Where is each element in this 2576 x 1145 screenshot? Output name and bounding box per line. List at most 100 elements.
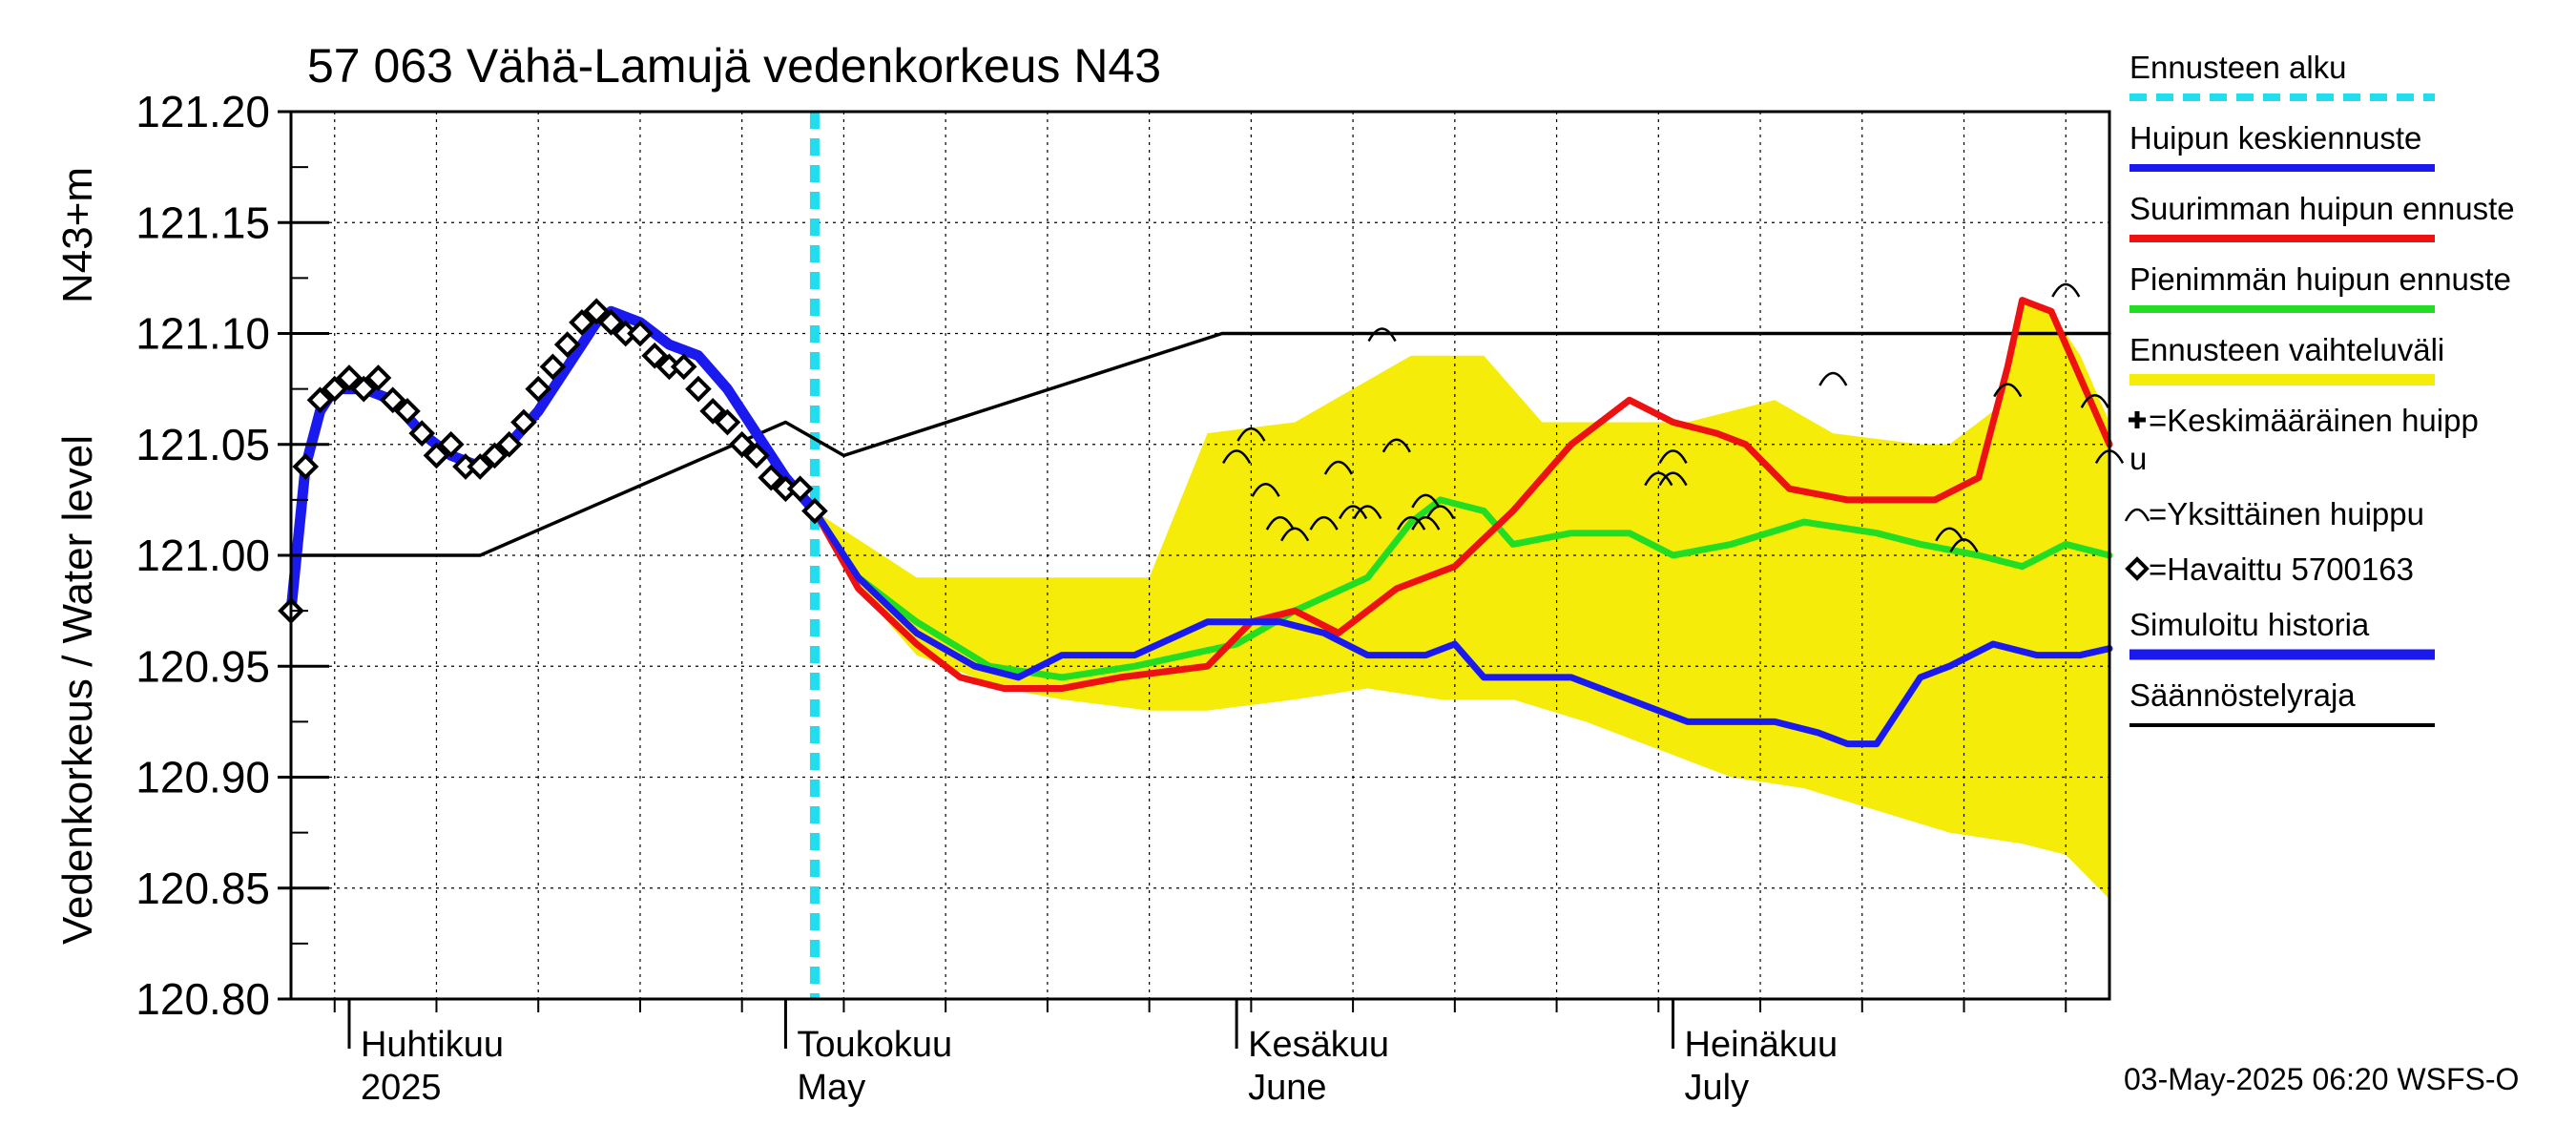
single-peak-marker [1396, 515, 1426, 531]
legend-item: Säännöstelyraja [2129, 677, 2435, 727]
forecast-band-area [814, 300, 2109, 900]
legend-plus-symbol [2129, 411, 2146, 428]
observed-point [553, 331, 581, 358]
legend-item: Pienimmän huipun ennuste [2129, 261, 2511, 313]
observed-point [321, 375, 348, 403]
x-month-sublabel: May [797, 1068, 865, 1108]
x-month-label: Kesäkuu [1248, 1025, 1389, 1065]
y-axis-unit-label: N43+m [54, 167, 101, 303]
observed-point [292, 453, 320, 480]
single-peak-marker [2051, 282, 2081, 298]
observed-point [569, 309, 595, 336]
observed-point [583, 298, 611, 325]
y-tick-label: 121.10 [135, 309, 270, 359]
single-peak-marker [1338, 505, 1368, 520]
single-peak-marker [1411, 515, 1441, 531]
legend-item: =Yksittäinen huippu [2124, 496, 2424, 531]
observed-point [699, 398, 727, 425]
legend-label-continued: u [2129, 441, 2147, 476]
observed-point [495, 430, 523, 458]
observed-point [670, 353, 697, 381]
y-tick-label: 121.00 [135, 531, 270, 580]
observed-point [801, 497, 828, 525]
single-peak-marker [1236, 427, 1266, 442]
observed-point [467, 453, 494, 480]
observed-point [627, 320, 654, 347]
chart-title: 57 063 Vähä-Lamujä vedenkorkeus N43 [307, 39, 1161, 93]
observed-point [350, 375, 378, 403]
observed-point [394, 398, 421, 425]
observed-point [728, 430, 756, 458]
observed-point [743, 442, 770, 469]
legend-item: Simuloitu historia [2129, 607, 2435, 660]
legend-item: Ennusteen vaihteluväli [2129, 332, 2444, 385]
observed-point [714, 408, 741, 436]
single-peak-marker [1309, 515, 1339, 531]
y-tick-label: 120.85 [135, 864, 270, 913]
legend-item: Suurimman huipun ennuste [2129, 191, 2515, 242]
observed-point [597, 309, 625, 336]
single-peak-marker [1935, 527, 1964, 542]
single-peak-marker [1818, 371, 1848, 386]
legend-label: Suurimman huipun ennuste [2129, 191, 2515, 226]
series-max-peak [811, 297, 2113, 692]
legend-label: =Yksittäinen huippu [2149, 496, 2424, 531]
y-tick-label: 121.05 [135, 420, 270, 469]
x-month-sublabel: 2025 [361, 1068, 442, 1108]
observed-point [641, 342, 669, 369]
single-peak-marker [2080, 394, 2109, 408]
legend-arc-symbol [2124, 508, 2150, 522]
y-axis-label: Vedenkorkeus / Water level [54, 435, 101, 945]
single-peak-marker [1658, 449, 1688, 464]
legend-label: Säännöstelyraja [2129, 677, 2356, 713]
observed-point [685, 375, 712, 403]
y-tick-label: 120.90 [135, 753, 270, 802]
forecast-range-band [814, 300, 2109, 900]
grid [291, 111, 2109, 1000]
legend-item: =Havaittu 5700163 [2125, 552, 2414, 587]
single-peak-marker [1381, 438, 1411, 453]
single-peak-marker [1425, 505, 1455, 520]
single-peak-marker [1251, 483, 1280, 497]
single-peak-marker [1658, 471, 1688, 487]
legend-label: Ennusteen alku [2129, 50, 2347, 85]
observed-point [364, 364, 392, 391]
legend-diamond-symbol [2125, 556, 2150, 581]
y-tick-label: 120.80 [135, 974, 270, 1024]
observed-point [379, 386, 406, 414]
legend: Ennusteen alku Huipun keskiennuste Suurimm… [2124, 50, 2515, 727]
observed-point [437, 430, 465, 458]
y-tick-label: 120.95 [135, 641, 270, 691]
single-peak-marker [1949, 538, 1979, 552]
x-month-label: Heinäkuu [1685, 1025, 1839, 1065]
single-peak-marker [1411, 493, 1441, 509]
legend-label: =Keskimääräinen huipp [2149, 403, 2479, 438]
single-peak-marker [1644, 471, 1673, 487]
series-mean-peak [811, 508, 2113, 748]
observed-point [481, 442, 509, 469]
y-tick-label: 121.15 [135, 198, 270, 247]
legend-item: Ennusteen alku [2129, 50, 2435, 101]
observed-point [510, 408, 537, 436]
footer-timestamp: 03-May-2025 06:20 WSFS-O [2124, 1062, 2519, 1096]
single-peak-marker [1222, 449, 1252, 464]
legend-label: Ennusteen vaihteluväli [2129, 332, 2444, 367]
series-regulation [289, 331, 2111, 557]
observed-point [423, 442, 450, 469]
x-month-label: Huhtikuu [361, 1025, 504, 1065]
single-peak-marker [1265, 515, 1295, 531]
observed-point [758, 464, 785, 491]
single-peak-marker [1353, 505, 1382, 520]
x-month-sublabel: July [1685, 1068, 1750, 1108]
observed-point [539, 353, 567, 381]
x-month-sublabel: June [1248, 1068, 1326, 1108]
legend-label: Huipun keskiennuste [2129, 120, 2421, 156]
observed-point [408, 420, 436, 447]
y-tick-label: 121.20 [135, 87, 270, 136]
single-peak-marker [1323, 460, 1353, 475]
legend-label: Simuloitu historia [2129, 607, 2370, 642]
legend-label: =Havaittu 5700163 [2149, 552, 2414, 587]
y-axis: 121.20 121.15 121.10 121.05 121.00 120.95 120.… [135, 87, 329, 1024]
single-peak-marker [1367, 327, 1397, 343]
